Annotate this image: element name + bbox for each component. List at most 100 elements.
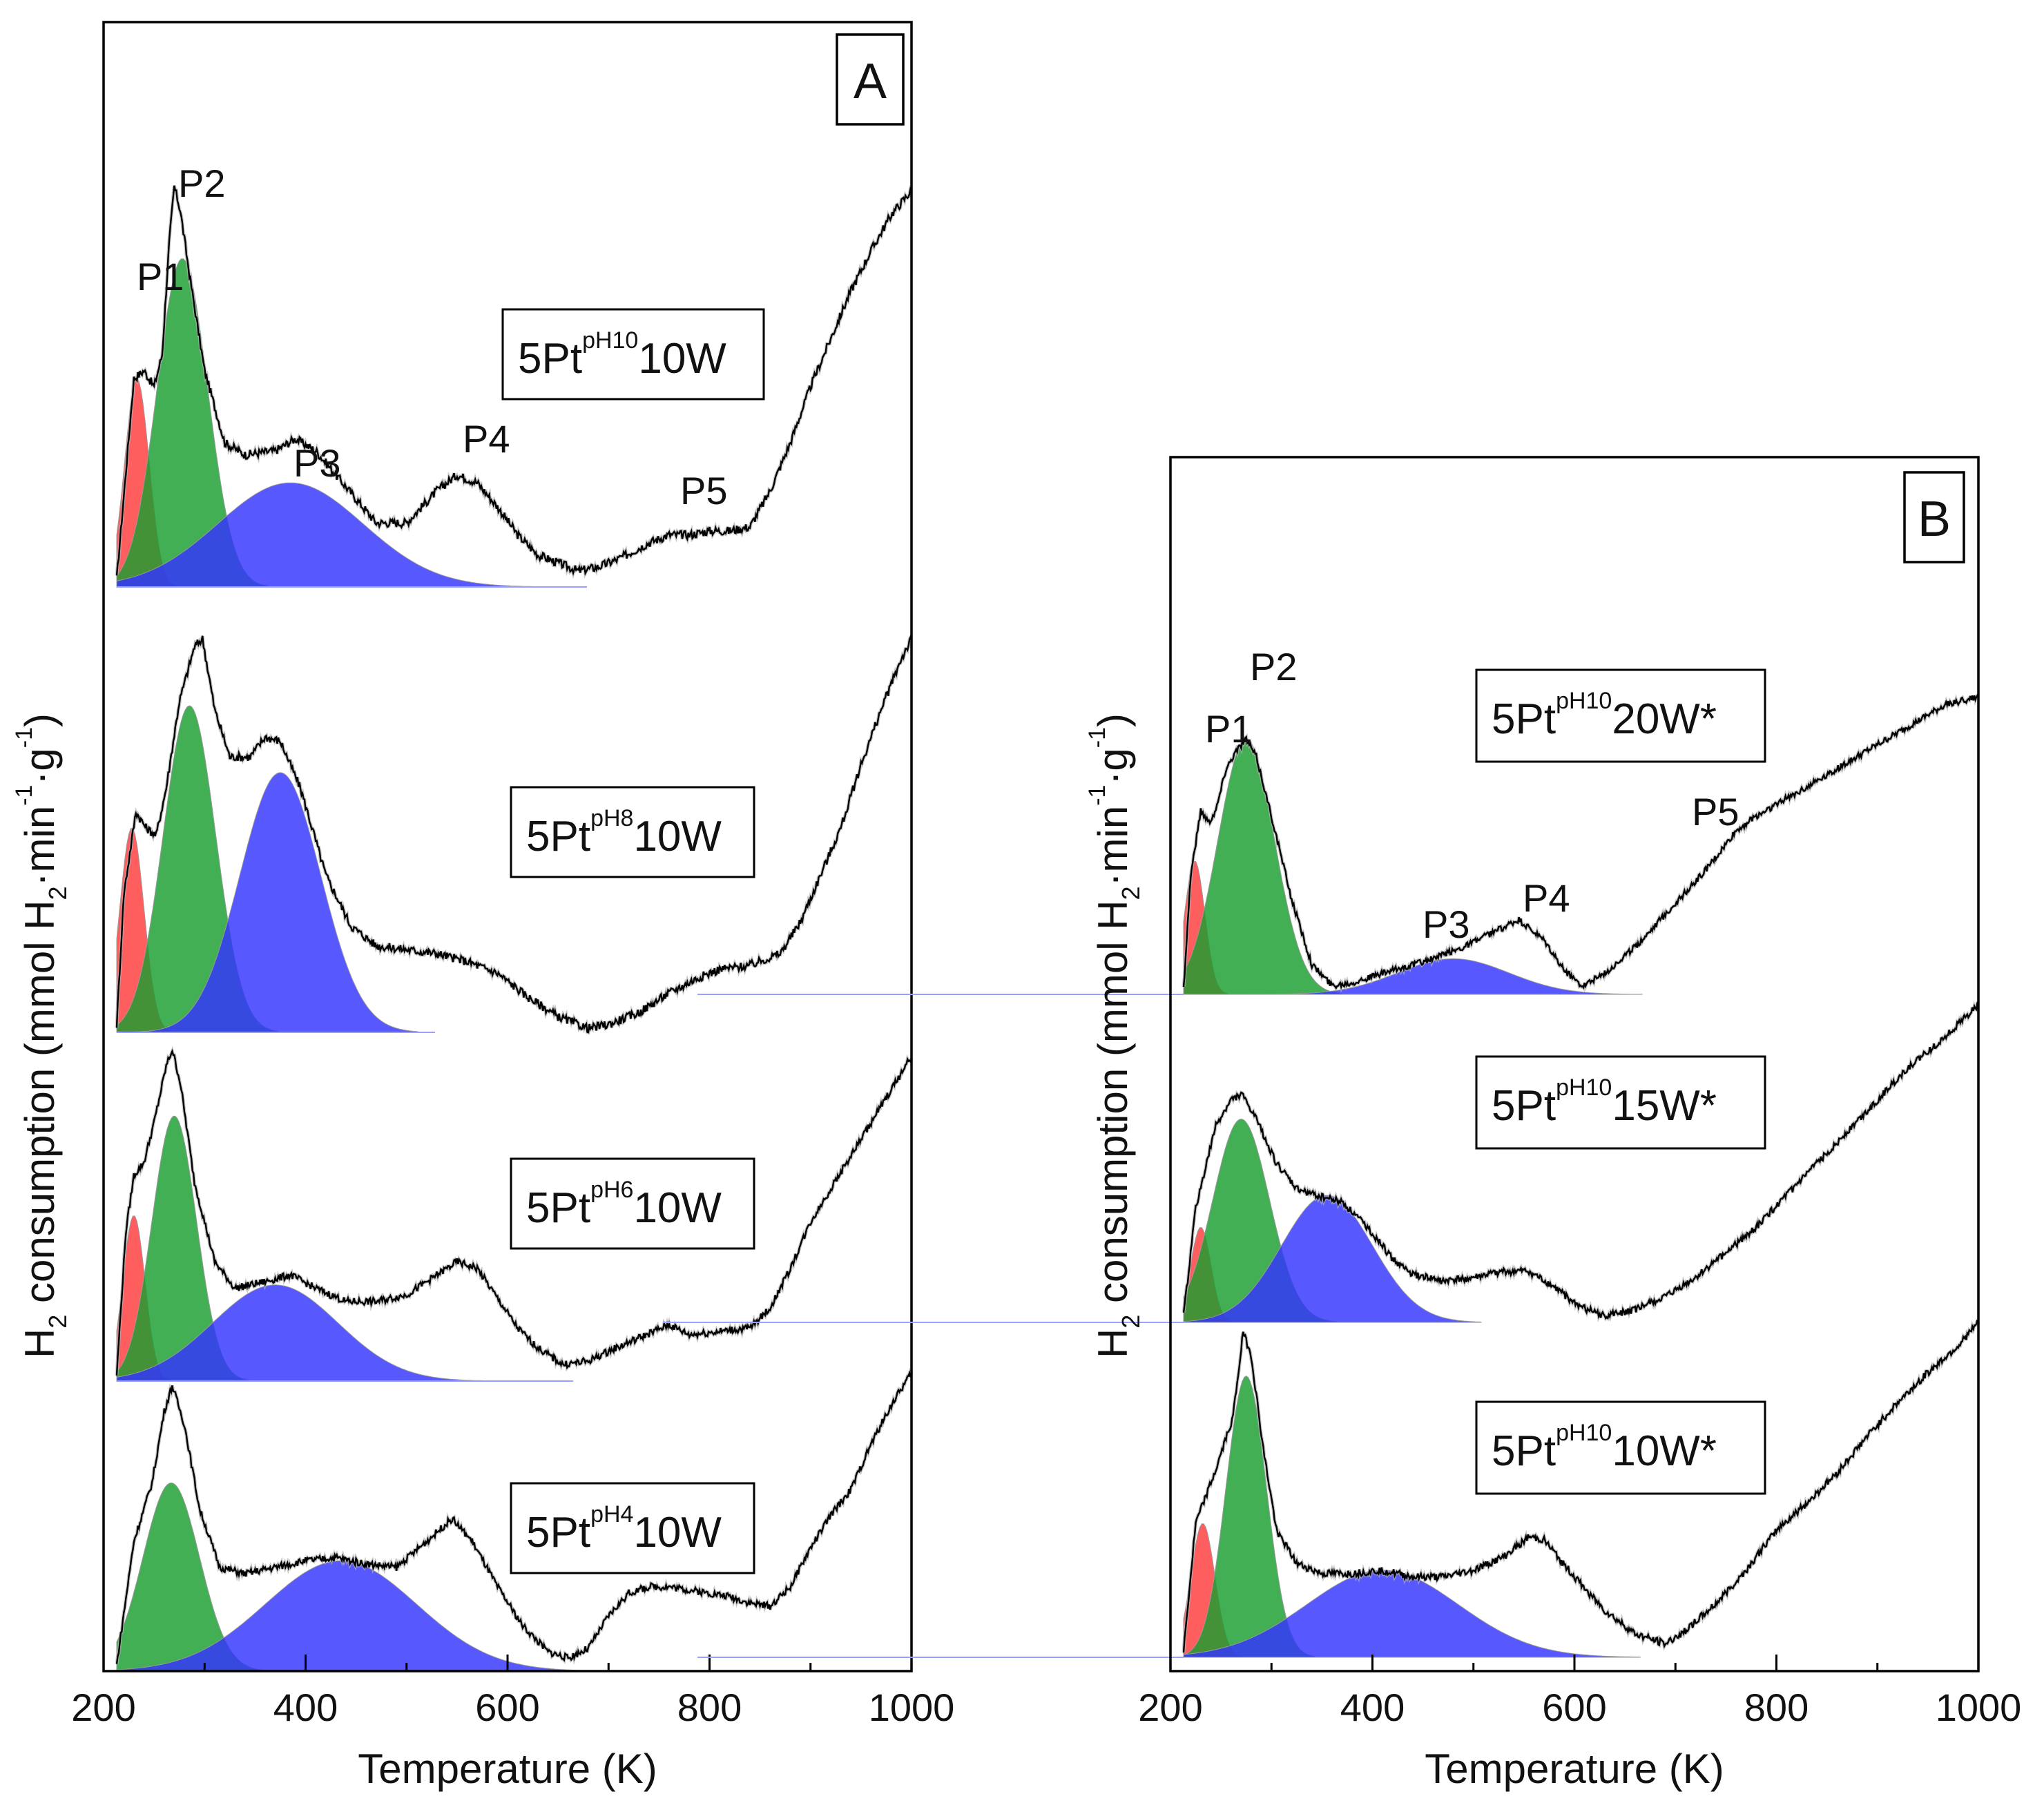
sample-label-text: 5PtpH1015W* <box>1492 1074 1717 1130</box>
sample-label-box <box>510 1157 755 1250</box>
series-3: 5PtpH1010W* <box>697 1319 1980 1658</box>
peak-p3 <box>116 772 418 1033</box>
sample-label-box <box>1475 1400 1766 1495</box>
y-axis-label-part: -1 <box>11 785 37 806</box>
sample-label-sup: pH10 <box>1556 1074 1612 1101</box>
peak-p3 <box>116 482 538 588</box>
x-tick-label: 600 <box>1542 1686 1606 1729</box>
panel-label: A <box>854 54 887 109</box>
sample-label-base: 5Pt <box>1492 1082 1556 1130</box>
sample-label-base: 5Pt <box>526 813 590 860</box>
sample-label-text: 5PtpH410W <box>526 1501 722 1556</box>
series-line <box>115 185 912 576</box>
y-axis-label-part: 2 <box>44 1315 72 1329</box>
sample-label-sup: pH10 <box>582 327 638 354</box>
sample-label-base: 5Pt <box>526 1509 590 1556</box>
peak-label-p1: P1 <box>1205 707 1253 751</box>
panel-label: B <box>1918 492 1951 547</box>
sample-label-box <box>1475 1055 1766 1150</box>
peak-p3 <box>116 1284 488 1382</box>
x-axis-label: Temperature (K) <box>358 1746 657 1792</box>
sample-label-base: 5Pt <box>518 335 582 383</box>
sample-label: 5PtpH1010W* <box>1475 1400 1766 1495</box>
sample-label: 5PtpH1020W* <box>1475 668 1766 763</box>
y-axis-label-part: ·min <box>1090 806 1136 887</box>
sample-label-suffix: 10W <box>633 1184 722 1232</box>
peak-label-p5: P5 <box>680 469 728 512</box>
y-axis-label: H2 consumption (mmol H2·min-1·g-1) <box>1084 713 1145 1358</box>
y-axis-label-part: -1 <box>1084 785 1110 806</box>
series-line <box>1182 1320 1980 1653</box>
sample-label-suffix: 20W* <box>1612 695 1717 743</box>
x-tick-label: 800 <box>1744 1686 1809 1729</box>
sample-label-box <box>1475 668 1766 763</box>
y-axis-label-part: -1 <box>1084 727 1110 748</box>
sample-label-suffix: 10W <box>638 335 726 383</box>
y-axis-label-part: 2 <box>1117 1315 1145 1329</box>
sample-label-sup: pH6 <box>590 1177 633 1203</box>
sample-label-base: 5Pt <box>1492 695 1556 743</box>
panel-label-box <box>1903 471 1965 563</box>
sample-label-box <box>510 1482 755 1574</box>
series-line <box>115 635 913 1034</box>
y-axis-label-part: ) <box>17 713 63 727</box>
series-2: 5PtpH1015W* <box>663 1001 1980 1323</box>
panel-label-box <box>836 33 905 126</box>
series-4: 5PtpH410W <box>115 1367 914 1672</box>
peak-label-p2: P2 <box>1250 645 1298 688</box>
series-line <box>1182 1001 1979 1320</box>
series-line <box>115 1048 913 1376</box>
peak-label-p5: P5 <box>1692 790 1739 833</box>
sample-label-box <box>501 308 765 401</box>
sample-label-sup: pH10 <box>1556 688 1612 714</box>
series-line <box>1182 694 1979 990</box>
chart-panel-a: 5PtpH1010W5PtpH810W5PtpH610W5PtpH410WP1P… <box>11 21 955 1792</box>
y-axis-label-part: H <box>1090 1329 1136 1358</box>
sample-label-box <box>510 786 755 878</box>
peak-label-p3: P3 <box>293 441 341 485</box>
chart-panel-b: 5PtpH1020W*5PtpH1015W*5PtpH1010W*P1P2P3P… <box>663 456 2022 1792</box>
sample-label: 5PtpH810W <box>510 786 755 878</box>
series-1: 5PtpH1020W* <box>697 668 1980 995</box>
x-tick-label: 400 <box>1340 1686 1405 1729</box>
y-axis-label-part: H <box>17 1329 63 1358</box>
plot-frame <box>102 21 913 1672</box>
x-tick-label: 200 <box>1138 1686 1202 1729</box>
peak-label-p3: P3 <box>1423 903 1470 946</box>
sample-label-sup: pH4 <box>590 1501 633 1527</box>
y-axis-label-part: 2 <box>1117 886 1145 900</box>
peak-label-p2: P2 <box>178 162 226 205</box>
x-tick-label: 1000 <box>869 1686 955 1729</box>
x-tick-label: 400 <box>273 1686 338 1729</box>
sample-label: 5PtpH410W <box>510 1482 755 1574</box>
y-axis-label: H2 consumption (mmol H2·min-1·g-1) <box>11 713 72 1358</box>
series-3: 5PtpH610W <box>115 1045 914 1382</box>
sample-label: 5PtpH610W <box>510 1157 755 1250</box>
sample-label-suffix: 15W* <box>1612 1082 1717 1130</box>
series-line <box>115 1370 913 1664</box>
sample-label-suffix: 10W <box>633 1509 722 1556</box>
sample-label-sup: pH10 <box>1556 1420 1612 1446</box>
y-axis-label-part: consumption (mmol H <box>1090 900 1136 1314</box>
sample-label-base: 5Pt <box>526 1184 590 1232</box>
sample-label-text: 5PtpH810W <box>526 805 722 860</box>
sample-label: 5PtpH1010W <box>501 308 765 401</box>
x-tick-label: 600 <box>475 1686 539 1729</box>
sample-label-suffix: 10W <box>633 813 722 860</box>
series-1: 5PtpH1010W <box>115 184 913 588</box>
sample-label: 5PtpH1015W* <box>1475 1055 1766 1150</box>
y-axis-label-part: ·g <box>17 748 63 784</box>
y-axis-label-part: ) <box>1090 713 1136 727</box>
y-axis-label-part: 2 <box>44 886 72 900</box>
sample-label-base: 5Pt <box>1492 1427 1556 1475</box>
y-axis-label-part: ·g <box>1090 748 1136 784</box>
y-axis-label-part: ·min <box>17 806 63 887</box>
sample-label-sup: pH8 <box>590 805 633 831</box>
x-tick-label: 800 <box>677 1686 742 1729</box>
x-axis-label: Temperature (K) <box>1425 1746 1724 1792</box>
sample-label-text: 5PtpH1010W* <box>1492 1420 1717 1475</box>
x-tick-label: 1000 <box>1936 1686 2022 1729</box>
y-axis-label-part: consumption (mmol H <box>17 900 63 1314</box>
sample-label-text: 5PtpH1010W <box>518 327 726 383</box>
